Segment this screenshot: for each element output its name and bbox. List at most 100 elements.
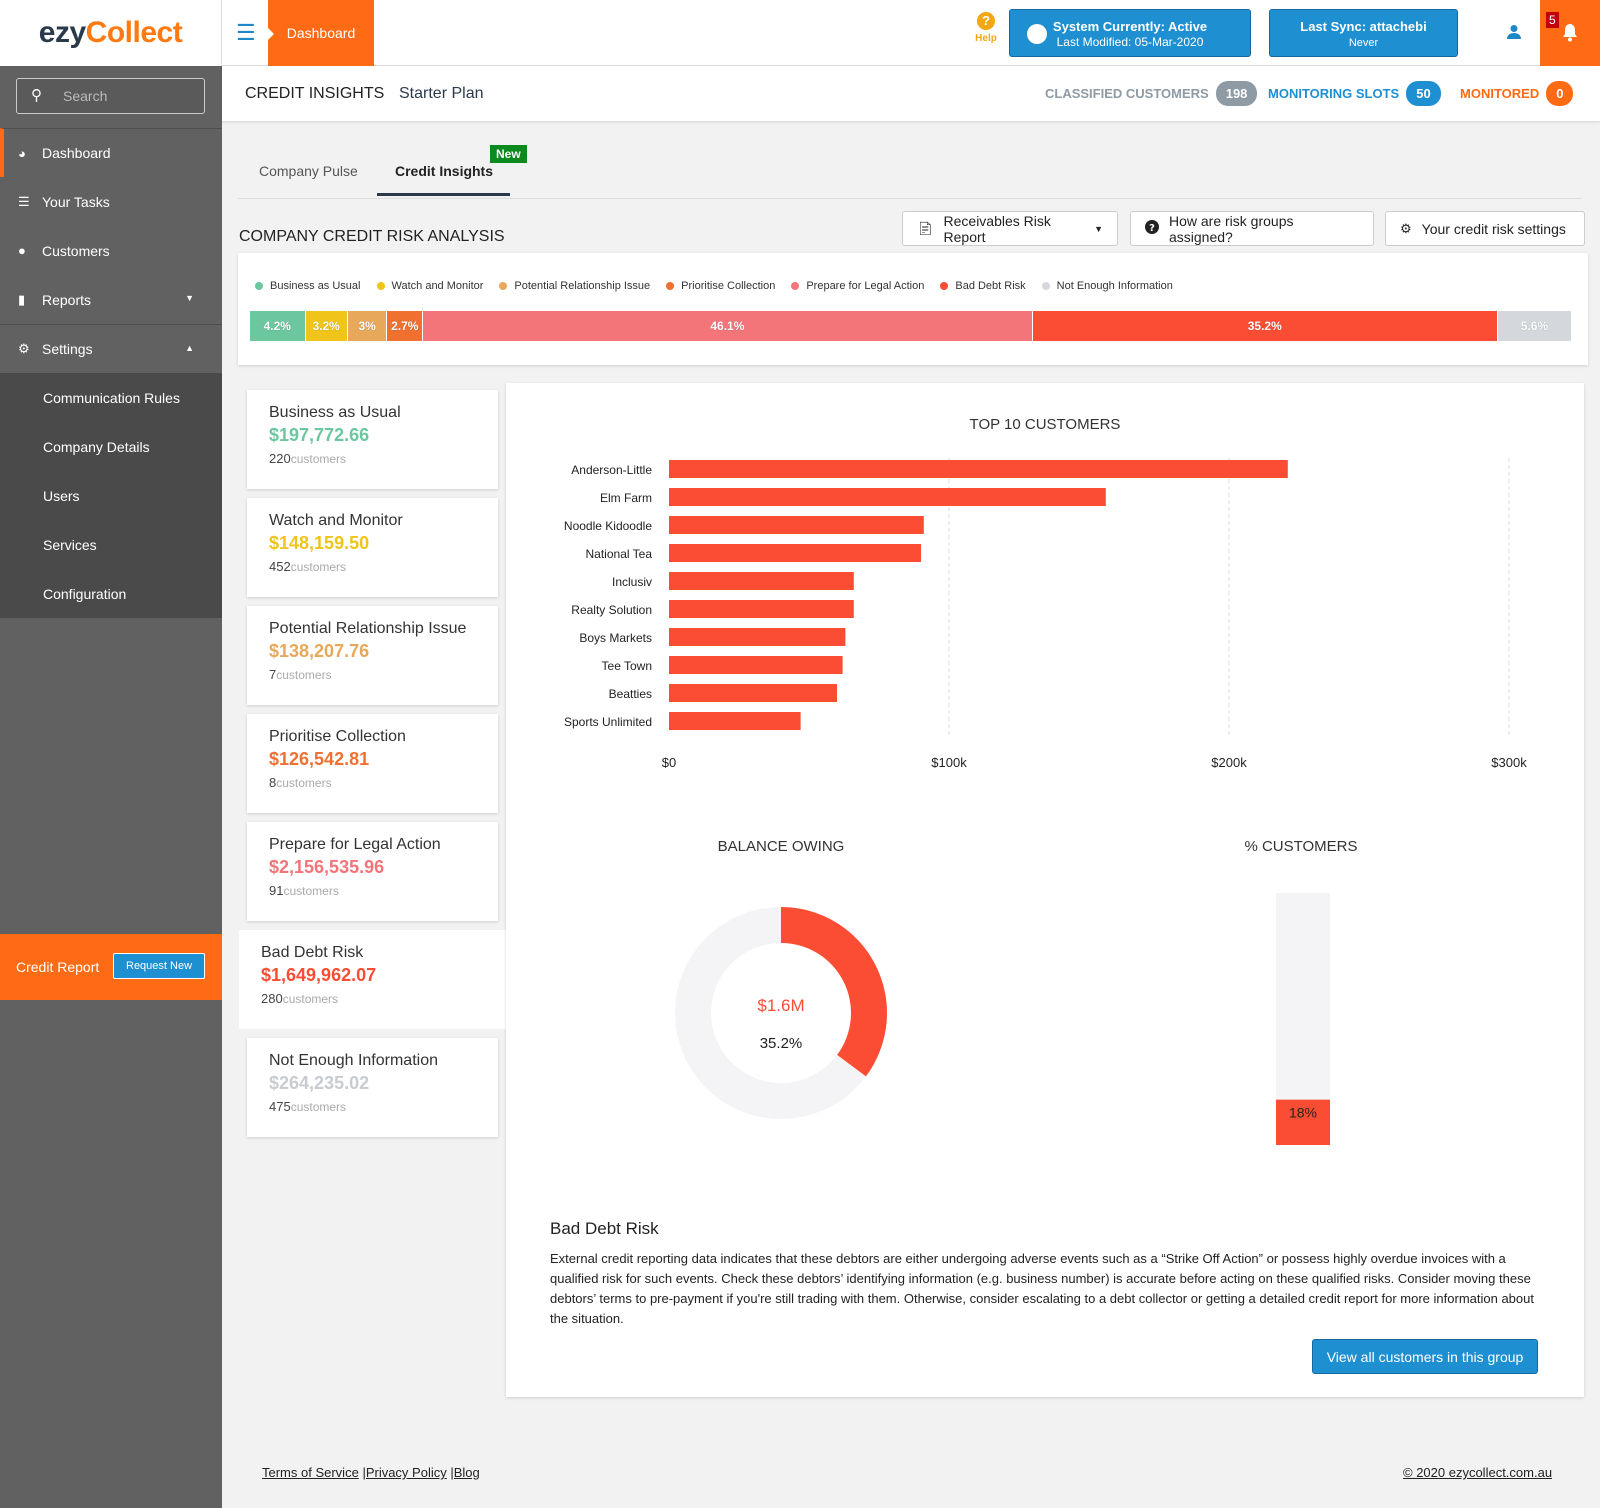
slots-label: MONITORING SLOTS (1268, 86, 1400, 101)
classified-customers-counter: CLASSIFIED CUSTOMERS 198 (1045, 81, 1258, 106)
risk-bar-segment[interactable]: 5.6% (1497, 311, 1572, 341)
x-tick-label: $0 (662, 755, 676, 770)
risk-groups-help-button[interactable]: ? How are risk groups assigned? (1130, 211, 1374, 246)
legend-label: Business as Usual (270, 280, 361, 292)
y-category-label: Sports Unlimited (564, 715, 652, 729)
bar-tee-town (669, 656, 843, 674)
y-category-label: Inclusiv (612, 575, 652, 589)
sidebar-item-tasks[interactable]: ☰ Your Tasks (0, 177, 222, 226)
legend-label: Not Enough Information (1056, 280, 1173, 292)
x-tick-label: $200k (1211, 755, 1247, 770)
privacy-link[interactable]: |Privacy Policy (362, 1465, 447, 1480)
legend-item[interactable]: Prioritise Collection (666, 280, 775, 292)
credit-report-label: Credit Report (16, 959, 100, 975)
risk-group-card[interactable]: Watch and Monitor $148,159.50 452customers (247, 498, 498, 597)
risk-bar-segment[interactable]: 3% (347, 311, 388, 341)
balance-owing-title: BALANCE OWING (717, 838, 845, 855)
sidebar-subitem-communication-rules[interactable]: Communication Rules (0, 373, 222, 422)
monitored-label: MONITORED (1460, 86, 1540, 101)
legend-item[interactable]: Potential Relationship Issue (499, 280, 650, 292)
risk-group-name: Watch and Monitor (269, 512, 403, 529)
risk-group-amount: $138,207.76 (269, 641, 370, 661)
user-icon[interactable] (1506, 24, 1522, 45)
y-category-label: Tee Town (602, 659, 652, 673)
risk-bar-segment[interactable]: 4.2% (250, 311, 306, 341)
slots-count-badge: 50 (1406, 81, 1441, 106)
legend-item[interactable]: Business as Usual (255, 280, 361, 292)
help-label: Help (975, 33, 997, 44)
help-button[interactable]: ? Help (974, 12, 998, 44)
sidebar-item-customers[interactable]: ●​ Customers (0, 226, 222, 275)
active-tab-underline (377, 193, 510, 196)
monitored-counter: MONITORED 0 (1460, 81, 1574, 106)
bar-beatties (669, 684, 837, 702)
sidebar-subitem-company-details[interactable]: Company Details (0, 422, 222, 471)
risk-group-card[interactable]: Prioritise Collection $126,542.81 8custome… (247, 714, 498, 813)
risk-group-card[interactable]: Not Enough Information $264,235.02 475cust… (247, 1038, 498, 1137)
question-icon: ? (977, 12, 995, 30)
receivables-risk-report-label: Receivables Risk Report (943, 212, 1051, 245)
document-icon: 📄︎ (917, 220, 934, 236)
risk-bar-segment[interactable]: 46.1% (423, 311, 1033, 341)
logo[interactable]: ezy Collect (0, 0, 222, 66)
risk-detail-panel: TOP 10 CUSTOMERS $0 $100k $200k $300k Anders… (506, 383, 1584, 1397)
sidebar-subitem-users[interactable]: Users (0, 471, 222, 520)
customer-count: 280 (261, 991, 283, 1006)
legend-label: Prepare for Legal Action (806, 280, 925, 292)
sidebar-item-label: Reports (42, 291, 92, 308)
x-tick-label: $300k (1491, 755, 1527, 770)
terms-link[interactable]: Terms of Service (262, 1465, 359, 1480)
blog-link[interactable]: |Blog (450, 1465, 480, 1480)
classified-count-badge: 198 (1215, 81, 1258, 106)
notifications-button[interactable]: 5 (1540, 0, 1600, 66)
copyright[interactable]: © 2020 ezycollect.com.au (1403, 1465, 1552, 1480)
sidebar-item-dashboard[interactable]: ◕ Dashboard (0, 128, 222, 177)
bar-realty-solution (669, 600, 854, 618)
legend-label: Bad Debt Risk (955, 280, 1026, 292)
legend-item[interactable]: Bad Debt Risk (940, 280, 1026, 292)
sidebar-item-settings[interactable]: ⚙ Settings ▲ (0, 324, 222, 373)
risk-group-name: Not Enough Information (269, 1052, 438, 1069)
x-tick-label: $100k (931, 755, 967, 770)
top-bar: ☰ Dashboard ? Help System Currently: Act… (222, 0, 1600, 66)
credit-risk-settings-button[interactable]: ⚙ Your credit risk settings (1385, 211, 1585, 246)
sync-status-box[interactable]: Last Sync: attachebi Never (1269, 9, 1458, 57)
classified-label: CLASSIFIED CUSTOMERS (1045, 86, 1209, 101)
dashboard-tab[interactable]: Dashboard (268, 0, 374, 66)
risk-group-card[interactable]: Bad Debt Risk $1,649,962.07 280customers (239, 930, 507, 1029)
donut-center-value: $1.6M (757, 996, 804, 1015)
receivables-risk-report-button[interactable]: 📄︎ Receivables Risk Report ▼ (902, 211, 1118, 246)
customers-suffix: customers (290, 1100, 347, 1114)
tab-credit-insights[interactable]: Credit Insights (395, 163, 494, 179)
risk-group-card[interactable]: Business as Usual $197,772.66 220customers (247, 390, 498, 489)
credit-report-bar: Credit Report Request New (0, 934, 222, 1000)
legend-item[interactable]: Prepare for Legal Action (791, 280, 924, 292)
search-icon: ⚲ (31, 87, 42, 104)
search-input[interactable]: ⚲ Search (16, 78, 205, 114)
monitoring-slots-counter: MONITORING SLOTS 50 (1268, 81, 1441, 106)
legend-dot-icon (255, 282, 263, 290)
copyright-link[interactable]: © 2020 ezycollect.com.au (1403, 1465, 1553, 1480)
sidebar-item-reports[interactable]: ▮ Reports ▼ (0, 275, 222, 324)
risk-group-name: Business as Usual (269, 404, 401, 421)
request-new-button[interactable]: Request New (113, 953, 206, 979)
risk-group-count: 280customers (261, 991, 507, 1006)
insight-tabs: Company Pulse Credit Insights New (238, 135, 1582, 199)
y-category-label: Beatties (609, 687, 652, 701)
view-all-customers-button[interactable]: View all customers in this group (1312, 1339, 1538, 1374)
risk-group-card[interactable]: Prepare for Legal Action $2,156,535.96 91c… (247, 822, 498, 921)
risk-group-count: 91customers (269, 883, 498, 898)
page-title: CREDIT INSIGHTS (245, 85, 385, 102)
legend-item[interactable]: Watch and Monitor (376, 280, 483, 292)
legend-item[interactable]: Not Enough Information (1041, 280, 1173, 292)
tab-company-pulse[interactable]: Company Pulse (259, 163, 358, 179)
sidebar-subitem-configuration[interactable]: Configuration (0, 569, 222, 618)
risk-bar-segment[interactable]: 35.2% (1032, 311, 1498, 341)
risk-bar-segment[interactable]: 2.7% (387, 311, 424, 341)
risk-group-card[interactable]: Potential Relationship Issue $138,207.76 7… (247, 606, 498, 705)
risk-group-count: 220customers (269, 451, 498, 466)
system-status-box[interactable]: System Currently: Active Last Modified: … (1009, 9, 1251, 57)
sidebar-subitem-services[interactable]: Services (0, 520, 222, 569)
risk-bar-segment[interactable]: 3.2% (305, 311, 348, 341)
hamburger-menu-icon[interactable]: ☰ (236, 20, 256, 45)
